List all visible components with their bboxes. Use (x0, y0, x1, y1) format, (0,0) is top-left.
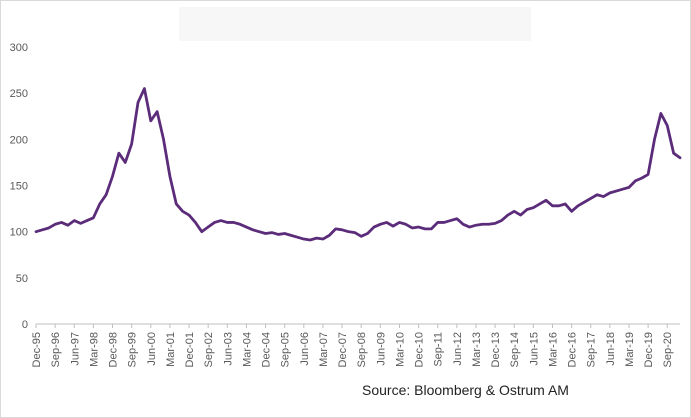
y-tick-label: 50 (16, 273, 28, 285)
x-tick-label: Sep-02 (203, 332, 215, 367)
x-tick-label: Dec-10 (414, 332, 426, 367)
x-tick-label: Dec-04 (261, 332, 273, 367)
x-tick-label: Jun-15 (528, 332, 540, 366)
x-tick-label: Sep-11 (433, 332, 445, 367)
y-tick-label: 250 (10, 88, 28, 100)
x-tick-label: Sep-20 (662, 332, 674, 367)
x-tick-label: Mar-19 (624, 332, 636, 367)
x-tick-label: Sep-99 (127, 332, 139, 367)
x-tick-label: Dec-19 (643, 332, 655, 367)
x-tick-label: Mar-01 (165, 332, 177, 367)
x-tick-label: Mar-04 (241, 332, 253, 367)
x-tick-label: Jun-18 (605, 332, 617, 366)
x-axis: Dec-95 Sep-96 Jun-97 Mar-98 Dec-98 Sep-99 Jun-… (31, 324, 674, 367)
y-tick-label: 0 (22, 319, 28, 331)
x-tick-label: Mar-07 (318, 332, 330, 367)
x-tick-label: Sep-14 (509, 332, 521, 367)
x-tick-label: Dec-01 (184, 332, 196, 367)
y-axis: 0 50 100 150 200 250 300 (10, 42, 680, 331)
x-tick-label: Sep-08 (356, 332, 368, 367)
x-tick-label: Sep-05 (280, 332, 292, 367)
x-tick-label: Dec-07 (337, 332, 349, 367)
x-tick-label: Jun-03 (222, 332, 234, 366)
x-tick-label: Jun-06 (299, 332, 311, 366)
x-tick-label: Jun-12 (452, 332, 464, 366)
source-note: Source: Bloomberg & Ostrum AM (362, 382, 569, 398)
x-tick-label: Sep-17 (586, 332, 598, 367)
y-tick-label: 200 (10, 134, 28, 146)
x-tick-label: Dec-98 (108, 332, 120, 367)
x-tick-label: Mar-10 (394, 332, 406, 367)
x-tick-label: Mar-13 (471, 332, 483, 367)
title-placeholder (179, 7, 531, 41)
x-tick-label: Mar-98 (88, 332, 100, 367)
x-tick-label: Dec-13 (490, 332, 502, 367)
y-tick-label: 100 (10, 227, 28, 239)
x-tick-label: Dec-16 (567, 332, 579, 367)
x-tick-label: Jun-09 (375, 332, 387, 366)
x-tick-label: Dec-95 (31, 332, 43, 367)
x-tick-label: Sep-96 (50, 332, 62, 367)
y-tick-label: 300 (10, 42, 28, 54)
x-tick-label: Jun-00 (146, 332, 158, 366)
y-tick-label: 150 (10, 181, 28, 193)
series-line (34, 87, 682, 242)
x-tick-label: Jun-97 (69, 332, 81, 366)
x-tick-label: Mar-16 (547, 332, 559, 367)
